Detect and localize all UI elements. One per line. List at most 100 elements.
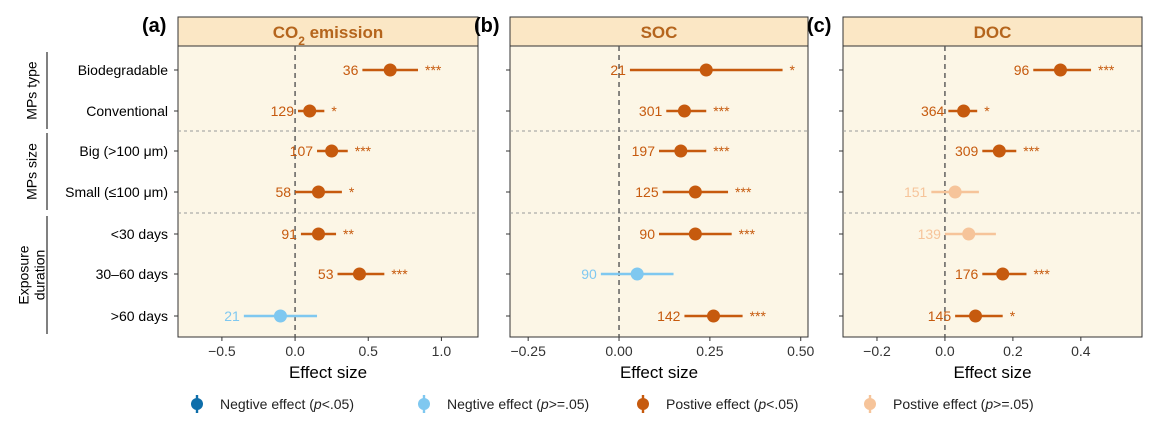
legend-item-pos_ns: Postive effect (p>=.05)	[864, 395, 1034, 413]
effect-point	[688, 185, 702, 199]
effect-point	[352, 267, 366, 281]
effect-point	[957, 104, 971, 118]
legend-label: Negtive effect (p>=.05)	[447, 396, 589, 412]
significance-label: *	[790, 62, 796, 78]
panel-1: CO2 emission (a) −0.5 0.0 0.5 1.0 Effect size 3…	[142, 15, 479, 382]
significance-label: ***	[750, 308, 767, 324]
x-axis-title: Effect size	[620, 363, 698, 382]
significance-label: ***	[735, 184, 752, 200]
panel-title: DOC	[974, 23, 1012, 42]
significance-label: ***	[1098, 62, 1115, 78]
legend-item-neg_ns: Negtive effect (p>=.05)	[418, 395, 589, 413]
sample-size-label: 197	[632, 143, 656, 159]
significance-label: *	[331, 103, 337, 119]
significance-label: ***	[713, 143, 730, 159]
panel-strip	[842, 16, 1143, 47]
sample-size-label: 301	[639, 103, 663, 119]
panel-strip	[509, 16, 809, 47]
sample-size-label: 107	[290, 143, 314, 159]
effect-point	[383, 63, 397, 77]
panel-3: DOC (c) −0.2 0.0 0.2 0.4 Effect size 96 *** 364 * 3…	[807, 15, 1143, 382]
panel-letter: (a)	[142, 15, 166, 37]
significance-label: *	[984, 103, 990, 119]
x-tick-label: 0.0	[935, 343, 955, 359]
x-tick-label: 0.4	[1071, 343, 1091, 359]
effect-point	[969, 309, 983, 323]
legend-label: Postive effect (p>=.05)	[893, 396, 1034, 412]
panel-title: SOC	[641, 23, 678, 42]
legend-point-symbol	[864, 398, 876, 410]
legend-label: Postive effect (p<.05)	[666, 396, 798, 412]
significance-label: *	[349, 184, 355, 200]
group-label: MPs type	[24, 61, 40, 120]
sample-size-label: 91	[281, 226, 297, 242]
x-tick-label: 0.00	[605, 343, 632, 359]
x-tick-label: −0.5	[208, 343, 236, 359]
x-tick-label: −0.25	[510, 343, 546, 359]
significance-label: ***	[1023, 143, 1040, 159]
group-label: Exposure	[16, 245, 32, 304]
x-tick-label: 0.25	[696, 343, 723, 359]
legend-item-pos_sig: Postive effect (p<.05)	[637, 395, 798, 413]
panel-letter: (b)	[474, 15, 500, 37]
sample-size-label: 151	[904, 184, 928, 200]
sample-size-label: 21	[224, 308, 240, 324]
effect-point	[630, 267, 644, 281]
effect-point	[311, 185, 325, 199]
effect-point	[311, 227, 325, 241]
sample-size-label: 309	[955, 143, 979, 159]
effect-point	[677, 104, 691, 118]
significance-label: ***	[1033, 266, 1050, 282]
x-tick-label: 0.0	[285, 343, 305, 359]
sample-size-label: 364	[921, 103, 945, 119]
row-label: Small (≤100 μm)	[65, 184, 168, 200]
effect-point	[273, 309, 287, 323]
x-tick-label: 0.50	[787, 343, 814, 359]
significance-label: *	[1010, 308, 1016, 324]
sample-size-label: 96	[1014, 62, 1030, 78]
sample-size-label: 129	[271, 103, 295, 119]
effect-point	[674, 144, 688, 158]
effect-point	[962, 227, 976, 241]
plot-area	[842, 45, 1143, 338]
panel-strip	[177, 16, 479, 47]
significance-label: ***	[355, 143, 372, 159]
legend-label: Negtive effect (p<.05)	[220, 396, 354, 412]
panel-title: CO2 emission	[273, 23, 384, 48]
effect-point	[996, 267, 1010, 281]
effect-point	[303, 104, 317, 118]
sample-size-label: 176	[955, 266, 979, 282]
panel-letter: (c)	[807, 15, 831, 37]
row-label: <30 days	[111, 226, 168, 242]
row-label: Big (>100 μm)	[79, 143, 168, 159]
significance-label: **	[343, 226, 354, 242]
sample-size-label: 21	[610, 62, 626, 78]
legend-point-symbol	[191, 398, 203, 410]
x-tick-label: −0.2	[863, 343, 891, 359]
row-label: Conventional	[86, 103, 168, 119]
x-axis-title: Effect size	[953, 363, 1031, 382]
group-label: MPs size	[24, 143, 40, 200]
sample-size-label: 53	[318, 266, 334, 282]
effect-point	[948, 185, 962, 199]
sample-size-label: 125	[635, 184, 659, 200]
row-label: Biodegradable	[78, 62, 169, 78]
sample-size-label: 36	[343, 62, 359, 78]
effect-point	[699, 63, 713, 77]
significance-label: ***	[391, 266, 408, 282]
row-label: >60 days	[111, 308, 168, 324]
x-axis-title: Effect size	[289, 363, 367, 382]
sample-size-label: 58	[275, 184, 291, 200]
sample-size-label: 90	[581, 266, 597, 282]
effect-point	[707, 309, 721, 323]
group-label: duration	[32, 250, 48, 301]
x-tick-label: 0.2	[1003, 343, 1023, 359]
sample-size-label: 142	[657, 308, 681, 324]
effect-point	[325, 144, 339, 158]
legend-item-neg_sig: Negtive effect (p<.05)	[191, 395, 354, 413]
plot-area	[509, 45, 809, 338]
significance-label: ***	[425, 62, 442, 78]
effect-point	[688, 227, 702, 241]
legend-point-symbol	[418, 398, 430, 410]
